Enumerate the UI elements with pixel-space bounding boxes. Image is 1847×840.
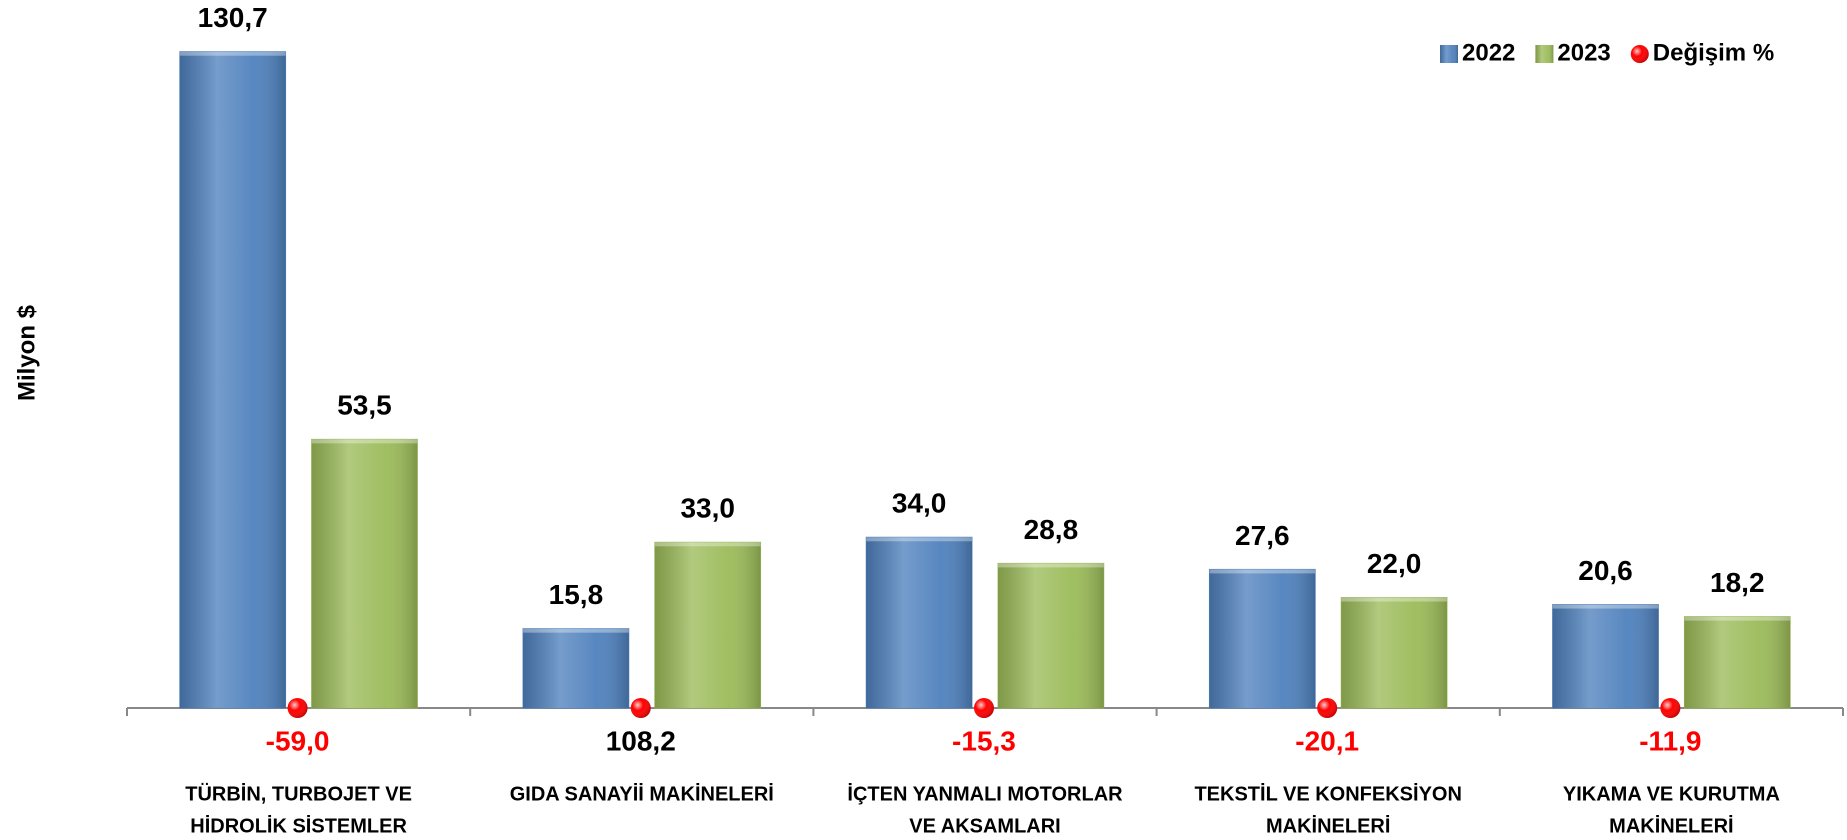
bar-shine	[179, 51, 286, 709]
value-label: 15,8	[549, 579, 604, 610]
legend-swatch-shine	[1535, 45, 1554, 63]
marker-label: -15,3	[952, 725, 1016, 756]
x-tick-label: TÜRBİN, TURBOJET VE	[185, 782, 412, 805]
bar-shine	[523, 628, 629, 708]
legend-swatch-shine	[1440, 45, 1458, 63]
bar-shine	[1684, 616, 1791, 708]
marker-shine	[630, 698, 651, 718]
x-tick-label: VE AKSAMLARI	[909, 815, 1060, 837]
bar-shine	[998, 563, 1104, 708]
value-label: 33,0	[680, 493, 735, 524]
marker-shine	[1317, 698, 1338, 718]
legend-label: 2023	[1557, 39, 1610, 66]
bar-top	[523, 628, 629, 633]
x-tick-label: YIKAMA VE KURUTMA	[1563, 783, 1780, 805]
bar-top	[1552, 604, 1659, 609]
bar-shine	[1341, 597, 1447, 708]
bar-top	[1684, 616, 1791, 621]
value-label: 20,6	[1578, 555, 1633, 586]
x-tick-label: GIDA SANAYİİ MAKİNELERİ	[510, 782, 774, 805]
value-label: 53,5	[337, 390, 392, 421]
y-axis-label: Milyon $	[13, 304, 40, 401]
x-tick-label: İÇTEN YANMALI MOTORLAR	[847, 782, 1123, 805]
value-label: 34,0	[892, 488, 947, 519]
marker-shine	[973, 698, 994, 718]
bar-top	[1209, 569, 1316, 574]
x-tick-label: MAKİNELERİ	[1609, 814, 1733, 837]
bar-top	[1341, 597, 1447, 602]
bar-top	[654, 542, 761, 547]
legend-marker-shine	[1630, 45, 1649, 63]
value-label: 27,6	[1235, 520, 1290, 551]
x-tick-label: TEKSTİL VE KONFEKSİYON	[1194, 782, 1461, 805]
value-label: 22,0	[1367, 548, 1422, 579]
bar-shine	[311, 439, 418, 708]
bar-shine	[1209, 569, 1316, 708]
bar-top	[866, 537, 972, 542]
marker-shine	[1660, 698, 1681, 718]
marker-label: -20,1	[1295, 725, 1359, 756]
legend-label: 2022	[1462, 39, 1515, 66]
marker-label: 108,2	[606, 725, 676, 756]
marker-label: -59,0	[266, 725, 330, 756]
value-label: 28,8	[1024, 514, 1079, 545]
bar-top	[179, 51, 286, 56]
legend-label: Değişim %	[1653, 39, 1774, 66]
marker-label: -11,9	[1639, 725, 1701, 756]
x-tick-label: MAKİNELERİ	[1266, 814, 1390, 837]
legend: 2022 2023 Değişim %	[1440, 39, 1774, 66]
bar-top	[311, 439, 418, 444]
value-label: 18,2	[1710, 567, 1765, 598]
value-label: 130,7	[198, 2, 268, 33]
bar-shine	[654, 542, 761, 708]
marker-shine	[287, 698, 308, 718]
x-tick-label: HİDROLİK SİSTEMLER	[190, 814, 407, 837]
bar-shine	[866, 537, 972, 708]
bar-shine	[1552, 604, 1659, 708]
bar-top	[998, 563, 1104, 568]
